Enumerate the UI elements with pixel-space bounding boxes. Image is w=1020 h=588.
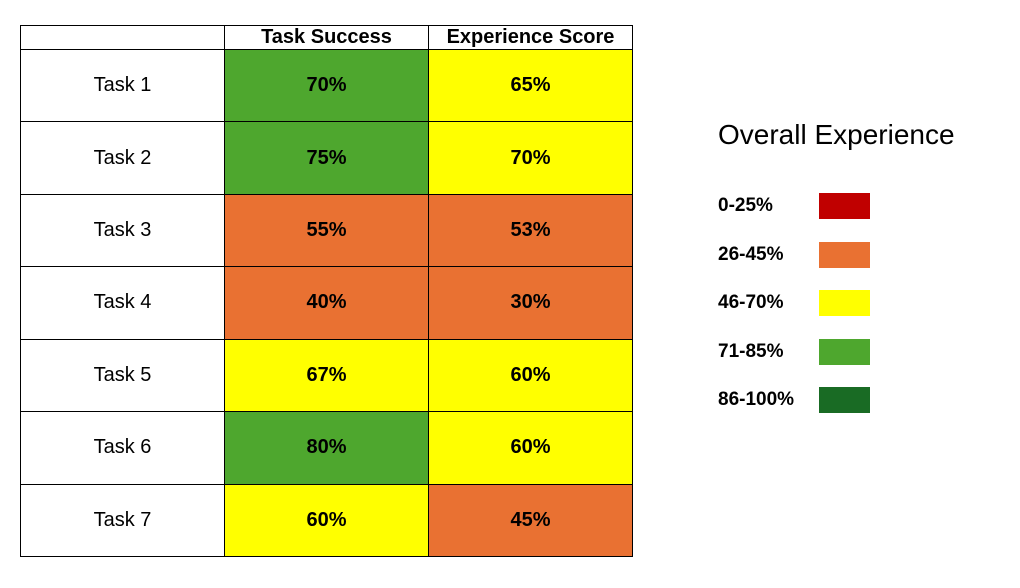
- row-label: Task 6: [20, 411, 225, 485]
- corner-header-cell: [20, 25, 225, 50]
- task-success-cell: 40%: [224, 266, 429, 340]
- experience-score-cell: 60%: [428, 411, 633, 485]
- legend-item: 0-25%: [718, 193, 1008, 219]
- heatmap-table: Task Success Experience Score Task 1 70% 65…: [20, 25, 633, 558]
- task-success-cell: 80%: [224, 411, 429, 485]
- header-row: Task Success Experience Score: [20, 25, 633, 50]
- experience-score-cell: 30%: [428, 266, 633, 340]
- legend-swatch: [819, 290, 870, 316]
- legend-label: 71-85%: [718, 340, 784, 362]
- task-success-cell: 55%: [224, 193, 429, 268]
- row-label: Task 7: [20, 483, 225, 558]
- table-row: Task 5 67% 60%: [20, 338, 633, 413]
- table-row: Task 3 55% 53%: [20, 193, 633, 268]
- table-row: Task 6 80% 60%: [20, 411, 633, 485]
- legend-title: Overall Experience: [718, 119, 955, 150]
- legend-swatch: [819, 387, 870, 413]
- legend-label: 26-45%: [718, 243, 784, 265]
- legend-label: 86-100%: [718, 389, 795, 410]
- experience-score-cell: 53%: [428, 193, 633, 268]
- legend-label: 0-25%: [718, 195, 773, 216]
- legend-swatch: [819, 193, 870, 219]
- experience-score-cell: 45%: [428, 483, 633, 558]
- legend-label: 46-70%: [718, 292, 784, 313]
- row-label: Task 1: [20, 48, 225, 123]
- table-row: Task 7 60% 45%: [20, 483, 633, 558]
- legend-item: 71-85%: [718, 338, 1008, 365]
- column-header: Experience Score: [428, 25, 633, 50]
- experience-score-cell: 70%: [428, 121, 633, 195]
- task-success-cell: 75%: [224, 121, 429, 195]
- legend-item: 26-45%: [718, 241, 1008, 268]
- legend-item: 86-100%: [718, 387, 1008, 413]
- legend-swatch: [819, 241, 870, 268]
- legend-items: 0-25% 26-45% 46-70% 71-85% 86-100%: [718, 193, 1008, 413]
- task-success-cell: 67%: [224, 338, 429, 413]
- table-row: Task 1 70% 65%: [20, 48, 633, 123]
- task-success-cell: 60%: [224, 483, 429, 558]
- row-label: Task 2: [20, 121, 225, 195]
- row-label: Task 4: [20, 266, 225, 340]
- table-row: Task 2 75% 70%: [20, 121, 633, 195]
- row-label: Task 3: [20, 193, 225, 268]
- legend: Overall Experience 0-25% 26-45% 46-70% 71-8…: [718, 115, 1008, 436]
- legend-item: 46-70%: [718, 290, 1008, 316]
- experience-score-cell: 65%: [428, 48, 633, 123]
- heatmap-body: Task 1 70% 65% Task 2 75% 70% Task 3 55% 53% Task…: [20, 48, 633, 558]
- legend-swatch: [819, 338, 870, 365]
- column-header: Task Success: [224, 25, 429, 50]
- task-success-cell: 70%: [224, 48, 429, 123]
- table-row: Task 4 40% 30%: [20, 266, 633, 340]
- row-label: Task 5: [20, 338, 225, 413]
- experience-score-cell: 60%: [428, 338, 633, 413]
